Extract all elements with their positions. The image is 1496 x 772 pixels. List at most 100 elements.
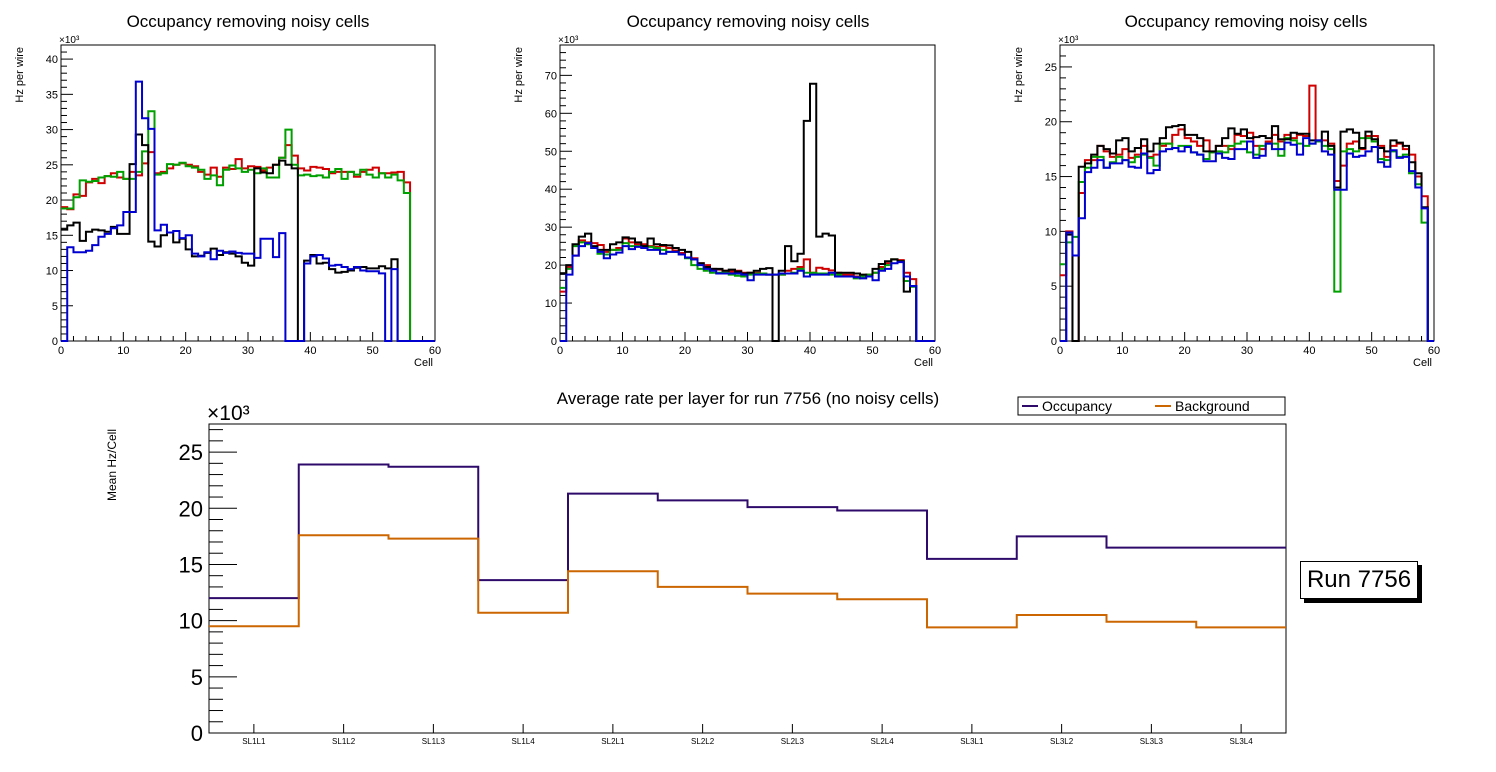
x-tick-label: SL3L2 xyxy=(1050,737,1074,746)
y-multiplier-label: ×10³ xyxy=(1058,35,1079,46)
x-tick-label: SL1L4 xyxy=(512,737,536,746)
legend-frame xyxy=(1017,396,1286,416)
y-tick-label: 50 xyxy=(545,146,557,158)
x-tick-label: 60 xyxy=(929,345,941,357)
x-axis-label: Cell xyxy=(414,357,433,369)
y-tick-label: 10 xyxy=(1045,226,1057,238)
histogram-panel-1: Occupancy removing noisy cells 0 5 10 15 20 25… xyxy=(14,12,441,369)
y-tick-label: 20 xyxy=(179,496,203,521)
y-tick-label: 25 xyxy=(1045,62,1057,74)
run-label: Run 7756 xyxy=(1306,566,1412,593)
legend-label-background: Background xyxy=(1175,398,1250,414)
layer-rate-panel: Average rate per layer for run 7756 (no … xyxy=(105,389,1287,746)
y-tick-label: 30 xyxy=(46,125,58,137)
series-line-green xyxy=(61,110,435,342)
y-tick-label: 40 xyxy=(46,54,58,66)
y-tick-label: 25 xyxy=(179,440,203,465)
y-tick-label: 20 xyxy=(1045,117,1057,129)
x-tick-label: 20 xyxy=(180,345,192,357)
y-multiplier-label: ×10³ xyxy=(59,35,80,46)
y-multiplier-label: ×10³ xyxy=(558,35,579,46)
x-tick-label: SL3L1 xyxy=(960,737,984,746)
y-tick-label: 20 xyxy=(545,260,557,272)
series-line-black xyxy=(1060,124,1434,342)
x-tick-label: 50 xyxy=(1366,345,1378,357)
y-multiplier-label: ×10³ xyxy=(207,402,250,425)
x-tick-label: 40 xyxy=(804,345,816,357)
x-axis-label: Cell xyxy=(1413,357,1432,369)
chart-title: Occupancy removing noisy cells xyxy=(627,12,870,31)
y-tick-label: 15 xyxy=(46,230,58,242)
legend: Occupancy Background xyxy=(1017,396,1286,416)
x-tick-label: SL1L1 xyxy=(242,737,266,746)
y-tick-label: 10 xyxy=(545,298,557,310)
x-tick-label: SL2L2 xyxy=(691,737,715,746)
run-label-box: Run 7756 xyxy=(1300,561,1418,599)
series-line-occupancy xyxy=(209,463,1286,600)
y-axis-label: Hz per wire xyxy=(1013,47,1025,103)
series-line-blue xyxy=(1060,137,1434,342)
x-tick-label: 50 xyxy=(367,345,379,357)
histogram-panel-3: Occupancy removing noisy cells 0 5 10 15 20 25… xyxy=(1013,12,1440,369)
y-tick-label: 40 xyxy=(545,184,557,196)
x-tick-label: 20 xyxy=(679,345,691,357)
y-axis-label: Mean Hz/Cell xyxy=(105,429,119,501)
x-tick-label: SL1L2 xyxy=(332,737,356,746)
x-tick-label: 40 xyxy=(1303,345,1315,357)
y-tick-label: 35 xyxy=(46,89,58,101)
y-tick-label: 10 xyxy=(179,609,203,634)
x-tick-label: SL3L3 xyxy=(1140,737,1164,746)
x-tick-label: 60 xyxy=(429,345,441,357)
y-tick-label: 0 xyxy=(52,336,58,348)
series-line-green xyxy=(560,241,935,342)
x-tick-label: 50 xyxy=(866,345,878,357)
y-tick-label: 5 xyxy=(1051,281,1057,293)
x-tick-label: 30 xyxy=(741,345,753,357)
x-tick-label: 0 xyxy=(58,345,64,357)
plot-frame xyxy=(60,44,436,342)
y-tick-label: 30 xyxy=(545,222,557,234)
x-tick-label: 10 xyxy=(616,345,628,357)
legend-label-occupancy: Occupancy xyxy=(1042,398,1112,414)
series-line-red xyxy=(1060,84,1434,342)
plot-frame xyxy=(208,423,1287,734)
series-line-blue xyxy=(61,80,435,342)
plot-frame xyxy=(1059,44,1435,342)
y-tick-label: 5 xyxy=(52,301,58,313)
y-axis-label: Hz per wire xyxy=(513,47,525,103)
x-tick-label: 10 xyxy=(1116,345,1128,357)
x-tick-label: SL2L1 xyxy=(601,737,625,746)
x-tick-label: 0 xyxy=(1057,345,1063,357)
y-tick-label: 0 xyxy=(551,336,557,348)
y-tick-label: 10 xyxy=(46,266,58,278)
x-tick-label: 10 xyxy=(117,345,129,357)
y-tick-label: 20 xyxy=(46,195,58,207)
chart-title: Occupancy removing noisy cells xyxy=(1125,12,1368,31)
y-tick-label: 15 xyxy=(179,552,203,577)
x-tick-label: 20 xyxy=(1179,345,1191,357)
x-tick-label: SL1L3 xyxy=(422,737,446,746)
x-axis-label: Cell xyxy=(914,357,933,369)
x-tick-label: 30 xyxy=(242,345,254,357)
y-tick-label: 25 xyxy=(46,160,58,172)
y-tick-label: 60 xyxy=(545,108,557,120)
x-tick-label: 60 xyxy=(1428,345,1440,357)
y-tick-label: 15 xyxy=(1045,172,1057,184)
histogram-panel-2: Occupancy removing noisy cells 0 10 20 30 40 5… xyxy=(513,12,941,369)
series-line-background xyxy=(209,534,1286,629)
chart-title: Occupancy removing noisy cells xyxy=(127,12,370,31)
x-tick-label: SL2L3 xyxy=(781,737,805,746)
chart-title: Average rate per layer for run 7756 (no … xyxy=(557,389,939,408)
x-tick-label: SL3L4 xyxy=(1230,737,1254,746)
y-tick-label: 0 xyxy=(191,721,203,746)
plot-frame xyxy=(559,44,936,342)
series-line-green xyxy=(1060,137,1434,342)
series-line-red xyxy=(61,144,435,342)
series-line-blue xyxy=(560,242,935,342)
x-tick-label: 30 xyxy=(1241,345,1253,357)
y-tick-label: 5 xyxy=(191,665,203,690)
x-tick-label: 40 xyxy=(304,345,316,357)
x-tick-label: SL2L4 xyxy=(871,737,895,746)
series-line-black xyxy=(560,82,935,342)
